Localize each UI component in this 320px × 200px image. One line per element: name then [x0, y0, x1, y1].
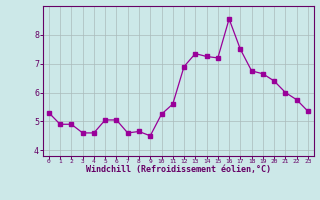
- X-axis label: Windchill (Refroidissement éolien,°C): Windchill (Refroidissement éolien,°C): [86, 165, 271, 174]
